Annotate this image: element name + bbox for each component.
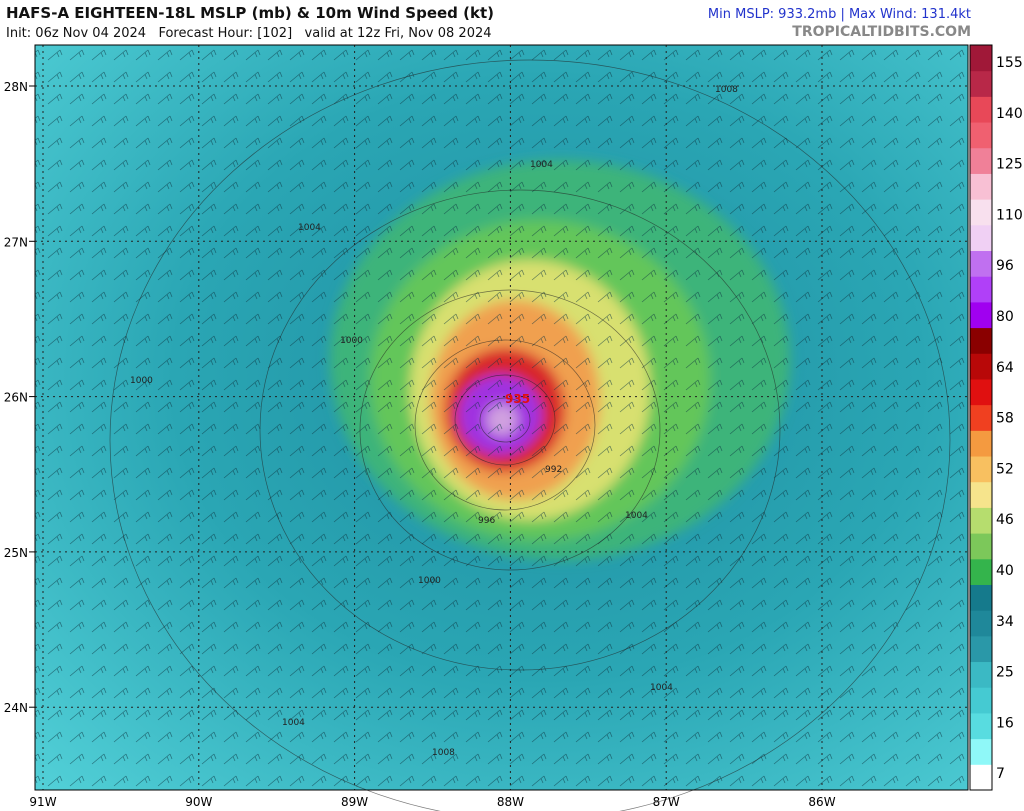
contour-label: 1008 — [715, 85, 738, 95]
stats: Min MSLP: 933.2mb | Max Wind: 131.4kt — [707, 7, 971, 22]
colorbar-segment — [970, 456, 992, 483]
colorbar-label: 80 — [996, 309, 1014, 325]
contour-label: 1004 — [530, 160, 553, 170]
colorbar-segment — [970, 481, 992, 508]
colorbar-segment — [970, 558, 992, 585]
colorbar-segment — [970, 301, 992, 329]
lat-label: 28N — [4, 80, 28, 94]
colorbar-segment — [970, 70, 992, 97]
lon-label: 91W — [29, 795, 56, 809]
lon-label: 87W — [653, 795, 680, 809]
lon-label: 86W — [808, 795, 835, 809]
colorbar-label: 155 — [996, 55, 1023, 71]
colorbar-label: 125 — [996, 157, 1023, 173]
contour-label: 1004 — [298, 223, 321, 233]
colorbar-segment — [970, 378, 992, 406]
colorbar-label: 58 — [996, 411, 1014, 427]
colorbar-segment — [970, 533, 992, 560]
colorbar-segment — [970, 430, 992, 457]
subtitle: Init: 06z Nov 04 2024 Forecast Hour: [10… — [6, 26, 492, 41]
isobars — [109, 59, 951, 811]
colorbar-segment — [970, 173, 992, 200]
colorbar-segment — [970, 738, 992, 765]
colorbar-label: 96 — [996, 258, 1014, 274]
contour-label: 1004 — [282, 718, 305, 728]
colorbar-segment — [970, 96, 992, 123]
contour-label: 1004 — [625, 511, 648, 521]
colorbar-segment — [970, 507, 992, 534]
colorbar-label: 52 — [996, 461, 1014, 477]
contour-label: 992 — [545, 465, 562, 475]
colorbar-segment — [970, 353, 992, 380]
colorbar-segment — [970, 250, 992, 277]
contour-label: 1000 — [130, 376, 153, 386]
contour-label: 1004 — [650, 683, 673, 693]
lon-label: 88W — [497, 795, 524, 809]
colorbar-segment — [970, 661, 992, 688]
colorbar-segment — [970, 45, 992, 72]
wind-barbs — [35, 45, 968, 790]
lon-label: 89W — [341, 795, 368, 809]
colorbar-segment — [970, 712, 992, 740]
lat-label: 25N — [4, 546, 28, 560]
lat-label: 24N — [4, 701, 28, 715]
contour-label: 1000 — [418, 576, 441, 586]
colorbar-segment — [970, 224, 992, 252]
colorbar-label: 7 — [996, 766, 1005, 782]
title: HAFS-A EIGHTEEN-18L MSLP (mb) & 10m Wind… — [6, 4, 494, 22]
contour-label: 935 — [505, 392, 530, 406]
lat-label: 26N — [4, 391, 28, 405]
colorbar-segment — [970, 199, 992, 226]
colorbar-segment — [970, 610, 992, 637]
colorbar-label: 64 — [996, 360, 1014, 376]
colorbar-segment — [970, 122, 992, 149]
colorbar-segment — [970, 584, 992, 611]
colorbar-segment — [970, 404, 992, 431]
colorbar-segment — [970, 687, 992, 714]
colorbar-segment — [970, 327, 992, 354]
lat-label: 27N — [4, 235, 28, 249]
colorbar-segment — [970, 147, 992, 174]
colorbar-frame — [969, 44, 993, 791]
colorbar-segment — [970, 635, 992, 663]
site-name: TROPICALTIDBITS.COM — [792, 24, 971, 40]
contour-label: 996 — [478, 516, 495, 526]
colorbar-label: 140 — [996, 106, 1023, 122]
colorbar-label: 34 — [996, 614, 1014, 630]
contour-label: 1008 — [432, 748, 455, 758]
colorbar-label: 16 — [996, 715, 1014, 731]
colorbar-segment — [970, 276, 992, 303]
contour-label: 1000 — [340, 336, 363, 346]
colorbar-label: 40 — [996, 563, 1014, 579]
colorbar-label: 46 — [996, 512, 1014, 528]
colorbar-label: 25 — [996, 665, 1014, 681]
colorbar-label: 110 — [996, 207, 1023, 223]
colorbar: 155 140 125 110 96 80 64 58 52 46 40 34 25 16 7 — [969, 44, 1023, 791]
graticule — [35, 45, 968, 790]
colorbar-segment — [970, 764, 992, 791]
lon-label: 90W — [185, 795, 212, 809]
map-frame — [34, 44, 969, 791]
